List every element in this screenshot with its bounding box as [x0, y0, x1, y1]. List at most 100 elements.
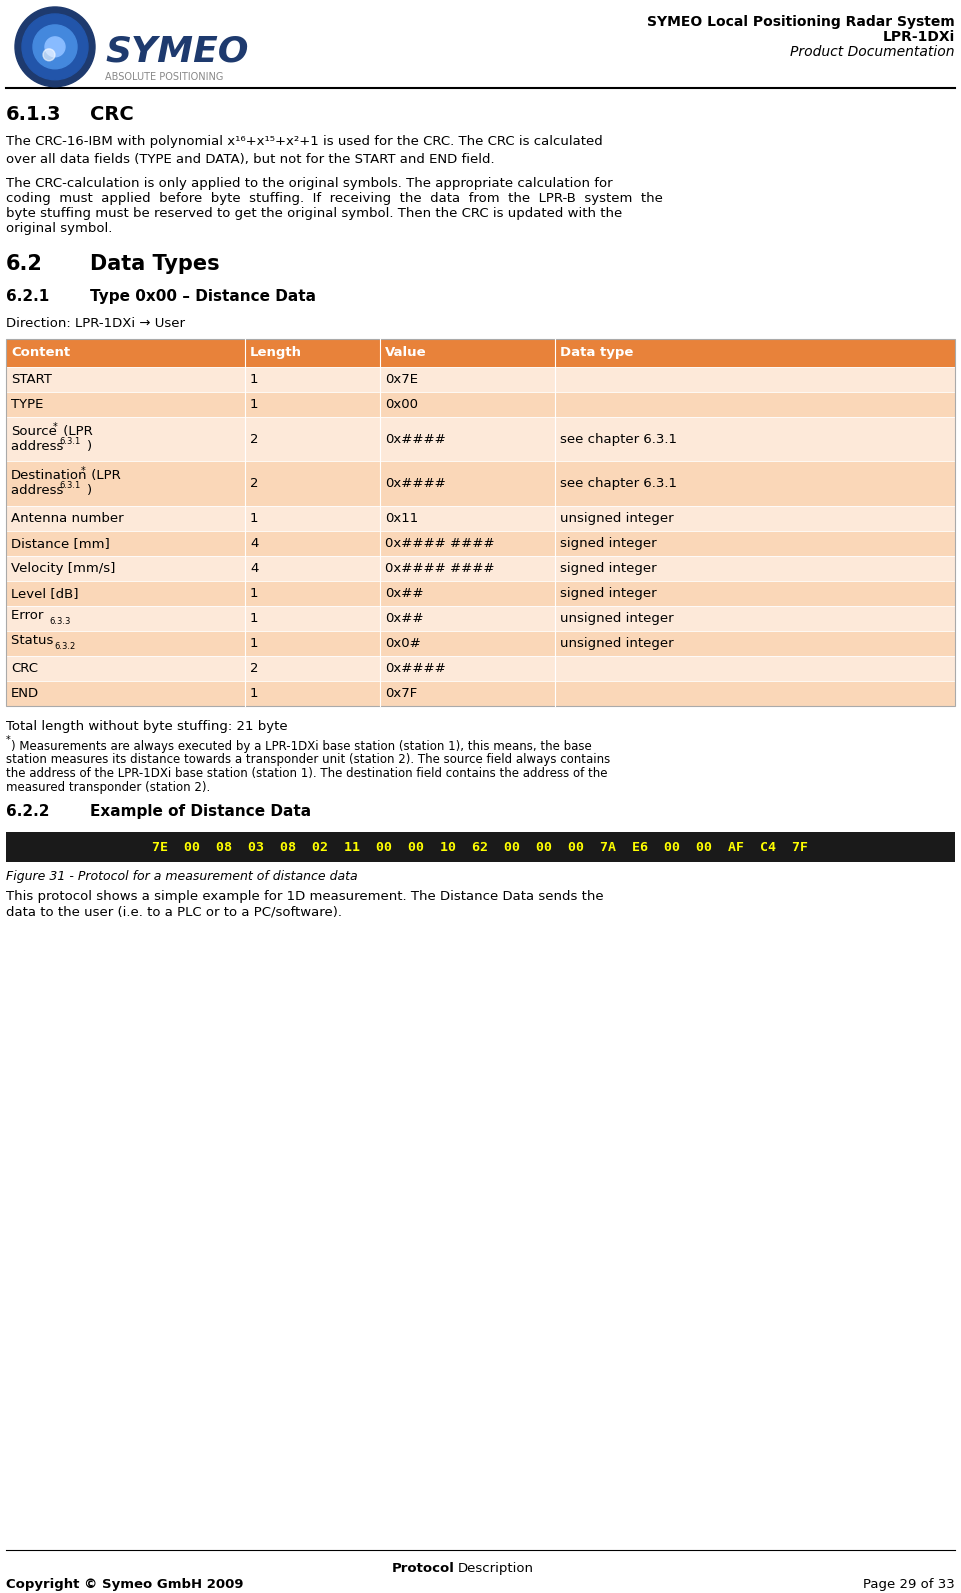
Text: unsigned integer: unsigned integer — [560, 513, 674, 526]
Text: measured transponder (station 2).: measured transponder (station 2). — [6, 782, 210, 795]
Text: 1: 1 — [250, 373, 259, 386]
FancyBboxPatch shape — [6, 507, 955, 530]
Text: Type 0x00 – Distance Data: Type 0x00 – Distance Data — [90, 288, 316, 304]
Text: 0x##: 0x## — [385, 612, 424, 624]
Text: 0x##: 0x## — [385, 586, 424, 601]
Text: byte stuffing must be reserved to get the original symbol. Then the CRC is updat: byte stuffing must be reserved to get th… — [6, 207, 623, 220]
FancyBboxPatch shape — [6, 605, 955, 631]
Text: Antenna number: Antenna number — [11, 513, 124, 526]
Text: Data type: Data type — [560, 346, 633, 360]
Text: 6.2.2: 6.2.2 — [6, 804, 50, 819]
Text: Copyright © Symeo GmbH 2009: Copyright © Symeo GmbH 2009 — [6, 1577, 243, 1591]
Circle shape — [15, 6, 95, 86]
Text: unsigned integer: unsigned integer — [560, 637, 674, 650]
Text: 0x#### ####: 0x#### #### — [385, 537, 495, 550]
Text: Velocity [mm/s]: Velocity [mm/s] — [11, 562, 115, 575]
FancyBboxPatch shape — [6, 366, 955, 392]
Text: Total length without byte stuffing: 21 byte: Total length without byte stuffing: 21 b… — [6, 720, 287, 733]
Text: Protocol: Protocol — [392, 1561, 455, 1575]
Text: 2: 2 — [250, 478, 259, 491]
Text: This protocol shows a simple example for 1D measurement. The Distance Data sends: This protocol shows a simple example for… — [6, 890, 604, 903]
Text: END: END — [11, 687, 39, 699]
Text: The CRC-calculation is only applied to the original symbols. The appropriate cal: The CRC-calculation is only applied to t… — [6, 177, 612, 191]
FancyBboxPatch shape — [6, 631, 955, 656]
Text: Status: Status — [11, 634, 58, 647]
Text: CRC: CRC — [90, 105, 134, 124]
Text: 1: 1 — [250, 513, 259, 526]
Text: 0x00: 0x00 — [385, 398, 418, 411]
Text: 4: 4 — [250, 562, 259, 575]
Text: The CRC-16-IBM with polynomial x¹⁶+x¹⁵+x²+1 is used for the CRC. The CRC is calc: The CRC-16-IBM with polynomial x¹⁶+x¹⁵+x… — [6, 134, 603, 166]
Text: 0x11: 0x11 — [385, 513, 418, 526]
Text: Data Types: Data Types — [90, 255, 220, 274]
Text: see chapter 6.3.1: see chapter 6.3.1 — [560, 478, 677, 491]
Text: station measures its distance towards a transponder unit (station 2). The source: station measures its distance towards a … — [6, 753, 610, 766]
Text: Direction: LPR-1DXi → User: Direction: LPR-1DXi → User — [6, 317, 185, 330]
Text: *: * — [81, 467, 86, 476]
Text: Error: Error — [11, 609, 48, 621]
Text: *: * — [6, 734, 11, 744]
Text: 2: 2 — [250, 661, 259, 675]
Text: 1: 1 — [250, 637, 259, 650]
Text: ): ) — [87, 440, 92, 452]
Text: address: address — [11, 484, 67, 497]
FancyBboxPatch shape — [6, 656, 955, 680]
Text: START: START — [11, 373, 52, 386]
Text: ABSOLUTE POSITIONING: ABSOLUTE POSITIONING — [105, 72, 223, 81]
Text: *: * — [53, 422, 58, 432]
Text: 6.1.3: 6.1.3 — [6, 105, 62, 124]
Text: ) Measurements are always executed by a LPR-1DXi base station (station 1), this : ) Measurements are always executed by a … — [11, 739, 592, 752]
Text: CRC: CRC — [11, 661, 38, 675]
Circle shape — [33, 25, 77, 68]
Text: 1: 1 — [250, 612, 259, 624]
Text: Example of Distance Data: Example of Distance Data — [90, 804, 311, 819]
Text: Length: Length — [250, 346, 302, 360]
Text: 6.2: 6.2 — [6, 255, 43, 274]
Text: LPR-1DXi: LPR-1DXi — [883, 30, 955, 45]
Text: Destination: Destination — [11, 470, 87, 483]
Text: 4: 4 — [250, 537, 259, 550]
Text: (LPR: (LPR — [87, 470, 121, 483]
Text: 0x####: 0x#### — [385, 661, 446, 675]
Text: 6.3.1: 6.3.1 — [59, 481, 81, 491]
Text: 6.3.2: 6.3.2 — [54, 642, 75, 652]
Text: signed integer: signed integer — [560, 586, 656, 601]
Text: ): ) — [87, 484, 92, 497]
Text: unsigned integer: unsigned integer — [560, 612, 674, 624]
Text: Figure 31 - Protocol for a measurement of distance data: Figure 31 - Protocol for a measurement o… — [6, 870, 357, 883]
Text: Product Documentation: Product Documentation — [791, 45, 955, 59]
Circle shape — [45, 37, 65, 57]
Circle shape — [43, 49, 55, 61]
Text: 2: 2 — [250, 433, 259, 446]
Text: SYMEO Local Positioning Radar System: SYMEO Local Positioning Radar System — [648, 14, 955, 29]
Text: signed integer: signed integer — [560, 537, 656, 550]
FancyBboxPatch shape — [6, 417, 955, 462]
Text: 0x####: 0x#### — [385, 433, 446, 446]
Text: 1: 1 — [250, 586, 259, 601]
Text: coding  must  applied  before  byte  stuffing.  If  receiving  the  data  from  : coding must applied before byte stuffing… — [6, 193, 663, 205]
Text: 1: 1 — [250, 687, 259, 699]
Text: 0x####: 0x#### — [385, 478, 446, 491]
Text: 0x7F: 0x7F — [385, 687, 417, 699]
Text: the address of the LPR-1DXi base station (station 1). The destination field cont: the address of the LPR-1DXi base station… — [6, 768, 607, 781]
Text: (LPR: (LPR — [59, 425, 93, 438]
FancyBboxPatch shape — [6, 581, 955, 605]
Circle shape — [22, 14, 88, 80]
Text: Content: Content — [11, 346, 70, 360]
FancyBboxPatch shape — [6, 832, 955, 862]
FancyBboxPatch shape — [6, 556, 955, 581]
FancyBboxPatch shape — [6, 339, 955, 366]
FancyBboxPatch shape — [6, 680, 955, 706]
Text: 6.3.3: 6.3.3 — [49, 616, 70, 626]
Text: Value: Value — [385, 346, 427, 360]
FancyBboxPatch shape — [6, 392, 955, 417]
Text: 7E  00  08  03  08  02  11  00  00  10  62  00  00  00  7A  E6  00  00  AF  C4  : 7E 00 08 03 08 02 11 00 00 10 62 00 00 0… — [152, 841, 808, 854]
Text: see chapter 6.3.1: see chapter 6.3.1 — [560, 433, 677, 446]
FancyBboxPatch shape — [6, 530, 955, 556]
Text: 6.2.1: 6.2.1 — [6, 288, 49, 304]
Text: 6.3.1: 6.3.1 — [59, 436, 81, 446]
Text: 0x0#: 0x0# — [385, 637, 421, 650]
Text: SYMEO: SYMEO — [105, 35, 249, 68]
Text: signed integer: signed integer — [560, 562, 656, 575]
FancyBboxPatch shape — [6, 462, 955, 507]
